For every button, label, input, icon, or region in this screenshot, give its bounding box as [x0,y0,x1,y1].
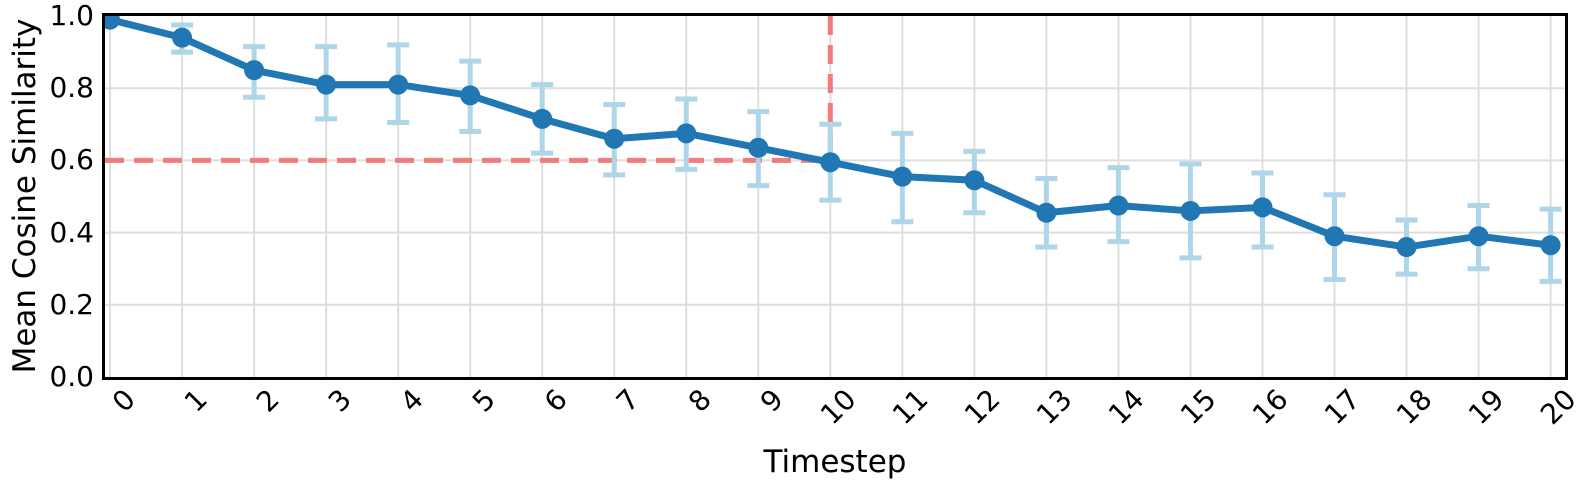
x-tick-label: 12 [957,382,1007,432]
data-point-marker [1180,200,1201,221]
y-tick-label: 0.8 [49,71,94,105]
x-tick-label: 14 [1101,382,1151,432]
y-tick-label: 0.0 [49,360,94,393]
data-point-marker [748,137,769,158]
y-tick-label: 0.2 [49,287,94,321]
data-point-marker [532,108,553,129]
x-tick-label: 9 [754,382,791,419]
x-tick-label: 2 [250,382,287,419]
x-axis-label: Timestep [763,444,907,480]
data-point-marker [1540,235,1561,256]
x-tick-label: 4 [394,382,431,419]
data-point-marker [676,123,697,144]
x-tick-label: 10 [813,382,863,432]
data-point-marker [1396,237,1417,258]
data-point-marker [964,170,985,191]
chart-canvas [105,16,1565,377]
x-tick-label: 7 [610,382,647,419]
x-tick-label: 20 [1533,382,1576,432]
data-point-marker [388,74,409,95]
x-tick-label: 5 [466,382,503,419]
y-tick-label: 0.6 [49,143,94,177]
y-tick-label: 1.0 [49,0,94,32]
x-tick-label: 1 [178,382,214,419]
data-point-marker [892,166,913,187]
y-axis-label: Mean Cosine Similarity [7,18,43,374]
data-point-marker [820,152,841,173]
data-point-marker [1468,226,1489,247]
x-tick-label: 8 [682,382,719,419]
data-point-marker [172,27,193,48]
x-tick-label: 11 [885,382,935,432]
data-point-marker [105,16,121,30]
x-tick-label: 15 [1173,382,1223,432]
x-tick-label: 0 [106,382,142,419]
x-tick-label: 17 [1317,382,1367,432]
plot-area [102,13,1568,380]
data-point-marker [604,128,625,149]
data-point-marker [1036,202,1057,223]
x-tick-label: 6 [538,382,575,419]
x-tick-label: 16 [1245,382,1295,432]
data-point-marker [1324,226,1345,247]
x-tick-label: 19 [1461,382,1511,432]
data-point-marker [1252,197,1273,218]
data-point-marker [316,74,337,95]
x-tick-label: 13 [1029,382,1079,432]
y-tick-label: 0.4 [49,215,94,249]
x-tick-label: 3 [322,382,359,419]
data-point-marker [244,60,265,81]
data-point-marker [460,85,481,106]
x-tick-label: 18 [1389,382,1439,432]
data-point-marker [1108,195,1129,216]
